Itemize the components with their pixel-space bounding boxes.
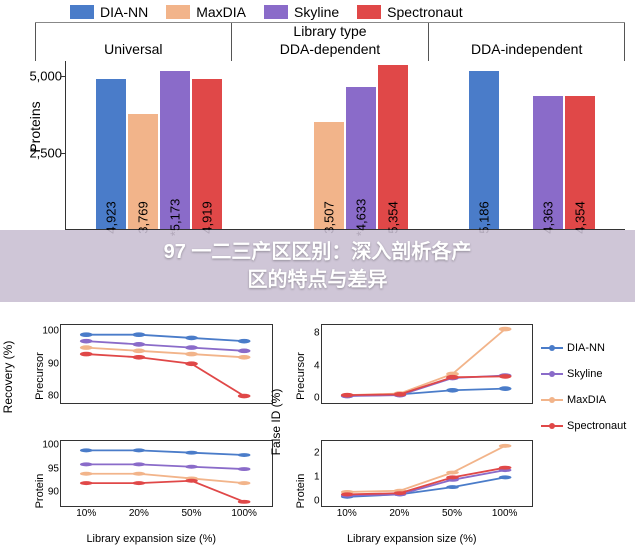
recovery-label: Recovery (%): [1, 340, 15, 413]
bar: *5,173: [160, 71, 190, 229]
overlay-line-2: 区的特点与差异: [10, 266, 625, 294]
small-ytick: 95: [48, 463, 61, 474]
side-legend-item: MaxDIA: [541, 394, 627, 406]
small-xtick: 50%: [181, 506, 201, 519]
bar: 4,354: [565, 96, 595, 229]
legend-label: Spectronaut: [387, 4, 463, 20]
overlay-line-1: 97 一二三产区区别：深入剖析各产: [10, 238, 625, 266]
overlay-banner: 97 一二三产区区别：深入剖析各产 区的特点与差异: [0, 230, 635, 302]
bar-group: 3,507*4,6335,354: [252, 61, 438, 229]
legend-item: DIA-NN: [70, 4, 148, 20]
line-svg: [61, 325, 272, 403]
small-ytick: 100: [42, 440, 61, 451]
small-ytick: 0: [314, 496, 322, 507]
bar: 3,507: [314, 122, 344, 229]
small-xtick: 100%: [492, 506, 518, 519]
small-panel: Precursor048: [287, 320, 538, 432]
small-xtick: 20%: [389, 506, 409, 519]
bar: 5,186: [469, 71, 499, 229]
small-xtick: 10%: [337, 506, 357, 519]
small-panel: Precursor8090100: [26, 320, 277, 432]
line-svg: [322, 441, 533, 507]
bar-chart: Proteins Library type UniversalDDA-depen…: [35, 22, 625, 230]
legend-label: Skyline: [294, 4, 339, 20]
side-legend-label: Skyline: [567, 368, 602, 380]
bar-value-label: 5,354: [386, 201, 401, 234]
side-legend-item: Spectronaut: [541, 420, 627, 432]
small-ylabel: Protein: [34, 474, 46, 509]
left-outer-label-falseid: False ID (%): [274, 320, 294, 547]
bar-value-label: 4,354: [572, 201, 587, 234]
bar-value-label: 4,919: [200, 201, 215, 234]
legend-item: Skyline: [264, 4, 339, 20]
bar-group: 5,186 4,3634,354: [439, 61, 625, 229]
small-plot: 8090100: [60, 324, 273, 404]
small-ylabel: Precursor: [34, 352, 46, 400]
bar-value-label: 3,769: [136, 201, 151, 234]
side-legend-label: DIA-NN: [567, 342, 605, 354]
bar: 5,354: [378, 65, 408, 229]
line-svg: [322, 325, 533, 403]
side-legend-line: [541, 373, 563, 375]
side-legend-line: [541, 425, 563, 427]
small-plot: 048: [321, 324, 534, 404]
legend-swatch: [264, 5, 288, 19]
small-ytick: 90: [48, 486, 61, 497]
small-ytick: 100: [42, 326, 61, 337]
small-ytick: 90: [48, 358, 61, 369]
small-panel: ProteinLibrary expansion size (%)01210%2…: [287, 436, 538, 548]
legend-swatch: [70, 5, 94, 19]
small-ytick: 1: [314, 471, 322, 482]
bar-value-label: 4,363: [540, 201, 555, 234]
falseid-label: False ID (%): [269, 389, 283, 456]
bar-group: 4,9233,769*5,1734,919: [66, 61, 252, 229]
small-xtick: 20%: [129, 506, 149, 519]
bar-value-label: 4,923: [104, 201, 119, 234]
small-ylabel: Protein: [295, 474, 307, 509]
small-xlabel: Library expansion size (%): [86, 533, 216, 545]
side-legend-line: [541, 347, 563, 349]
left-outer-label-recovery: Recovery (%): [6, 320, 26, 547]
legend-swatch: [166, 5, 190, 19]
side-legend-label: MaxDIA: [567, 394, 606, 406]
small-panel: ProteinLibrary expansion size (%)9095100…: [26, 436, 277, 548]
side-legend: DIA-NN Skyline MaxDIA Spectronaut: [537, 320, 629, 547]
line-svg: [61, 441, 272, 507]
legend-item: MaxDIA: [166, 4, 246, 20]
small-ytick: 2: [314, 447, 322, 458]
bar: 4,363: [533, 96, 563, 229]
bar-plot-area: 2,5005,0004,9233,769*5,1734,9193,507*4,6…: [65, 61, 625, 230]
side-legend-label: Spectronaut: [567, 420, 626, 432]
bar: *4,633: [346, 87, 376, 229]
small-ytick: 8: [314, 328, 322, 339]
legend-label: DIA-NN: [100, 4, 148, 20]
small-ylabel: Precursor: [295, 352, 307, 400]
library-dividers: [35, 23, 625, 61]
top-legend: DIA-NN MaxDIA Skyline Spectronaut: [0, 0, 635, 22]
bar-value-label: 5,186: [476, 201, 491, 234]
small-ytick: 4: [314, 360, 322, 371]
legend-swatch: [357, 5, 381, 19]
small-ytick: 0: [314, 393, 322, 404]
side-legend-item: Skyline: [541, 368, 627, 380]
bar: 3,769: [128, 114, 158, 229]
small-plot: 01210%20%50%100%: [321, 440, 534, 508]
legend-item: Spectronaut: [357, 4, 463, 20]
small-plot: 909510010%20%50%100%: [60, 440, 273, 508]
small-xtick: 10%: [76, 506, 96, 519]
small-xtick: 100%: [231, 506, 257, 519]
bar: 4,919: [192, 79, 222, 229]
side-legend-item: DIA-NN: [541, 342, 627, 354]
legend-label: MaxDIA: [196, 4, 246, 20]
bar: 4,923: [96, 79, 126, 229]
small-multiples: Recovery (%) Precursor8090100Precursor04…: [6, 320, 629, 547]
small-xlabel: Library expansion size (%): [347, 533, 477, 545]
bar-value-label: 3,507: [322, 201, 337, 234]
small-ytick: 80: [48, 391, 61, 402]
side-legend-line: [541, 399, 563, 401]
small-xtick: 50%: [442, 506, 462, 519]
